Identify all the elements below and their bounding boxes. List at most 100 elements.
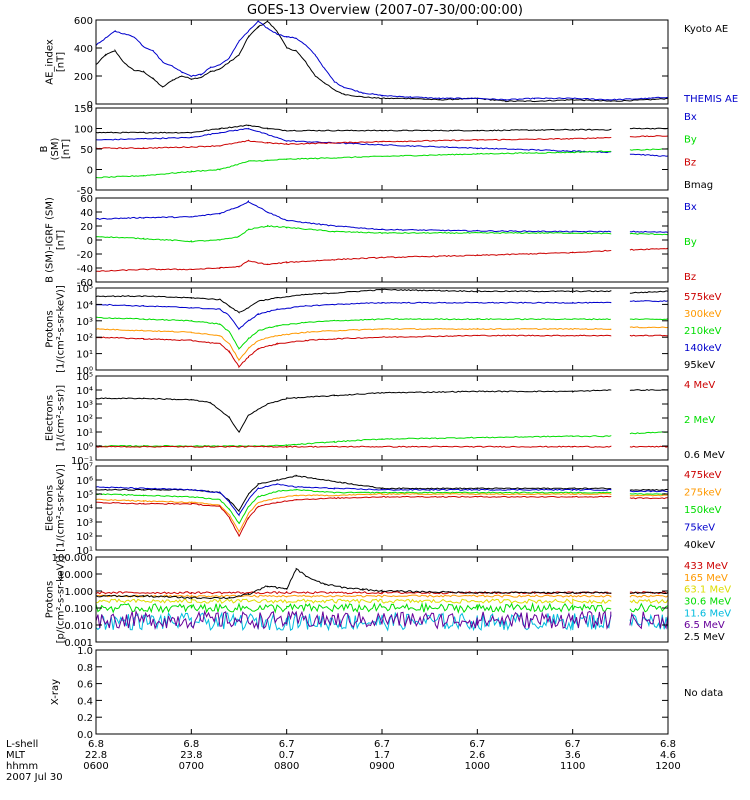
x-tick-label-mlt: 22.8 — [85, 750, 107, 761]
panel-electrons_mev: 10⁻¹ 10⁰ 10¹ 10² 10³ 10⁴ 10⁵ Electrons [1/(cm²-s… — [45, 372, 725, 467]
legend-entry: 275keV — [684, 488, 722, 499]
legend-entry: 6.5 MeV — [684, 620, 725, 631]
series-line-by — [629, 232, 668, 236]
x-tick-label-hhmm: 0900 — [369, 761, 394, 772]
y-tick-label: 0.001 — [64, 638, 93, 649]
y-tick-label: 0.100 — [64, 604, 93, 615]
legend-entry: 165 MeV — [684, 573, 728, 584]
series-line-275kev — [629, 494, 668, 497]
series-line-475kev — [629, 497, 668, 500]
legend-entry: 40keV — [684, 540, 715, 551]
series-line-575kev — [96, 334, 612, 369]
x-row-label: L-shell — [6, 739, 38, 750]
series-line-63-1-mev — [96, 598, 612, 605]
y-tick-label: 10⁰ — [76, 442, 93, 453]
series-line-11-6-mev — [96, 611, 612, 632]
series-line-75kev — [629, 490, 668, 493]
x-tick-label-hhmm: 1100 — [560, 761, 585, 772]
series-line-300kev — [96, 327, 612, 362]
legend-entry: 2 MeV — [684, 415, 715, 426]
legend-entry: 95keV — [684, 360, 715, 371]
x-tick-label-mlt: 4.6 — [660, 750, 676, 761]
y-axis-label: B (SM)-IGRF (SM) — [45, 197, 56, 283]
panel-series — [96, 288, 668, 369]
y-tick-label: 10⁰ — [76, 366, 93, 377]
series-line-kyoto-ae — [96, 20, 668, 103]
legend-entry: 4 MeV — [684, 380, 715, 391]
y-axis-label: Electrons — [45, 485, 56, 531]
series-line-themis-ae — [96, 20, 668, 101]
series-line-4-mev — [96, 445, 612, 448]
y-tick-label: 600 — [74, 16, 93, 27]
y-axis-label: AE_index — [45, 39, 56, 85]
series-line-bx — [629, 153, 668, 157]
legend-entry: Bx — [684, 202, 697, 213]
y-tick-label: 40 — [80, 208, 93, 219]
legend-entry: THEMIS AE — [683, 94, 738, 105]
y-tick-label: 10² — [76, 333, 93, 344]
series-line-210kev — [96, 316, 611, 350]
y-tick-label: -40 — [77, 264, 93, 275]
y-tick-label: 1.000 — [64, 587, 93, 598]
y-tick-label: 100.000 — [52, 553, 93, 564]
x-tick-label-mlt: 3.6 — [565, 750, 581, 761]
series-line-575kev — [629, 334, 668, 337]
legend-entry: 140keV — [684, 343, 722, 354]
x-tick-label-hhmm: 1000 — [465, 761, 490, 772]
y-axis-label: [1/(cm²-s-sr-keV)] — [56, 464, 67, 552]
series-line-bz — [629, 247, 668, 251]
panel-series — [96, 567, 668, 632]
series-line-165-mev — [96, 594, 612, 599]
y-axis-label: [nT] — [56, 230, 67, 250]
y-axis-label: Protons — [45, 581, 56, 618]
y-axis-label: [nT] — [61, 139, 72, 159]
y-tick-label: 200 — [74, 72, 93, 83]
legend-entry: 30.6 MeV — [684, 597, 731, 608]
legend-entry: 475keV — [684, 470, 722, 481]
x-row-label: hhmm — [6, 761, 38, 772]
panel-series — [96, 20, 668, 103]
panel-series — [96, 199, 668, 272]
series-line-95kev — [629, 290, 668, 294]
y-tick-label: -50 — [77, 186, 93, 197]
y-axis-label: [1/(cm²-s-sr)] — [56, 385, 67, 451]
series-line-2-5-mev — [629, 591, 668, 595]
panel-ae: 0 200 400 600 AE_index [nT] Kyoto AE THEMIS AE — [45, 16, 739, 111]
y-tick-label: 0.2 — [77, 713, 93, 724]
y-tick-label: 0.0 — [77, 730, 93, 741]
series-line-2-5-mev — [96, 567, 612, 600]
x-row-label: 2007 Jul 30 — [6, 772, 63, 783]
y-tick-label: 0 — [87, 100, 93, 111]
y-tick-label: 400 — [74, 44, 93, 55]
series-line-150kev — [96, 488, 612, 525]
series-line-6-5-mev — [96, 609, 612, 630]
y-axis-label: [1/(cm²-s-sr-keV)] — [56, 285, 67, 373]
x-tick-label-hhmm: 1200 — [655, 761, 680, 772]
y-tick-label: 60 — [80, 194, 93, 205]
y-tick-label: 100 — [74, 125, 93, 136]
series-line-300kev — [629, 326, 668, 329]
y-axis-label: [nT] — [56, 52, 67, 72]
series-line-210kev — [629, 318, 668, 321]
y-tick-label: 10² — [76, 532, 93, 543]
y-axis-label: Protons — [45, 310, 56, 347]
series-line-0-6-mev — [96, 389, 612, 433]
x-tick-label-lshell: 6.7 — [565, 739, 581, 750]
series-line-by — [96, 150, 612, 179]
y-tick-label: 0.8 — [77, 663, 93, 674]
series-line-140kev — [96, 301, 612, 331]
y-axis-label: Electrons — [45, 395, 56, 441]
y-tick-label: 10¹ — [76, 428, 93, 439]
y-axis-label: B — [39, 145, 50, 152]
y-tick-label: 10¹ — [76, 350, 93, 361]
y-tick-label: 50 — [80, 145, 93, 156]
series-line-275kev — [96, 492, 612, 534]
legend-entry: 575keV — [684, 292, 722, 303]
y-tick-label: 10⁶ — [76, 476, 93, 487]
y-tick-label: 10³ — [76, 518, 93, 529]
y-tick-label: 10⁵ — [76, 284, 93, 295]
